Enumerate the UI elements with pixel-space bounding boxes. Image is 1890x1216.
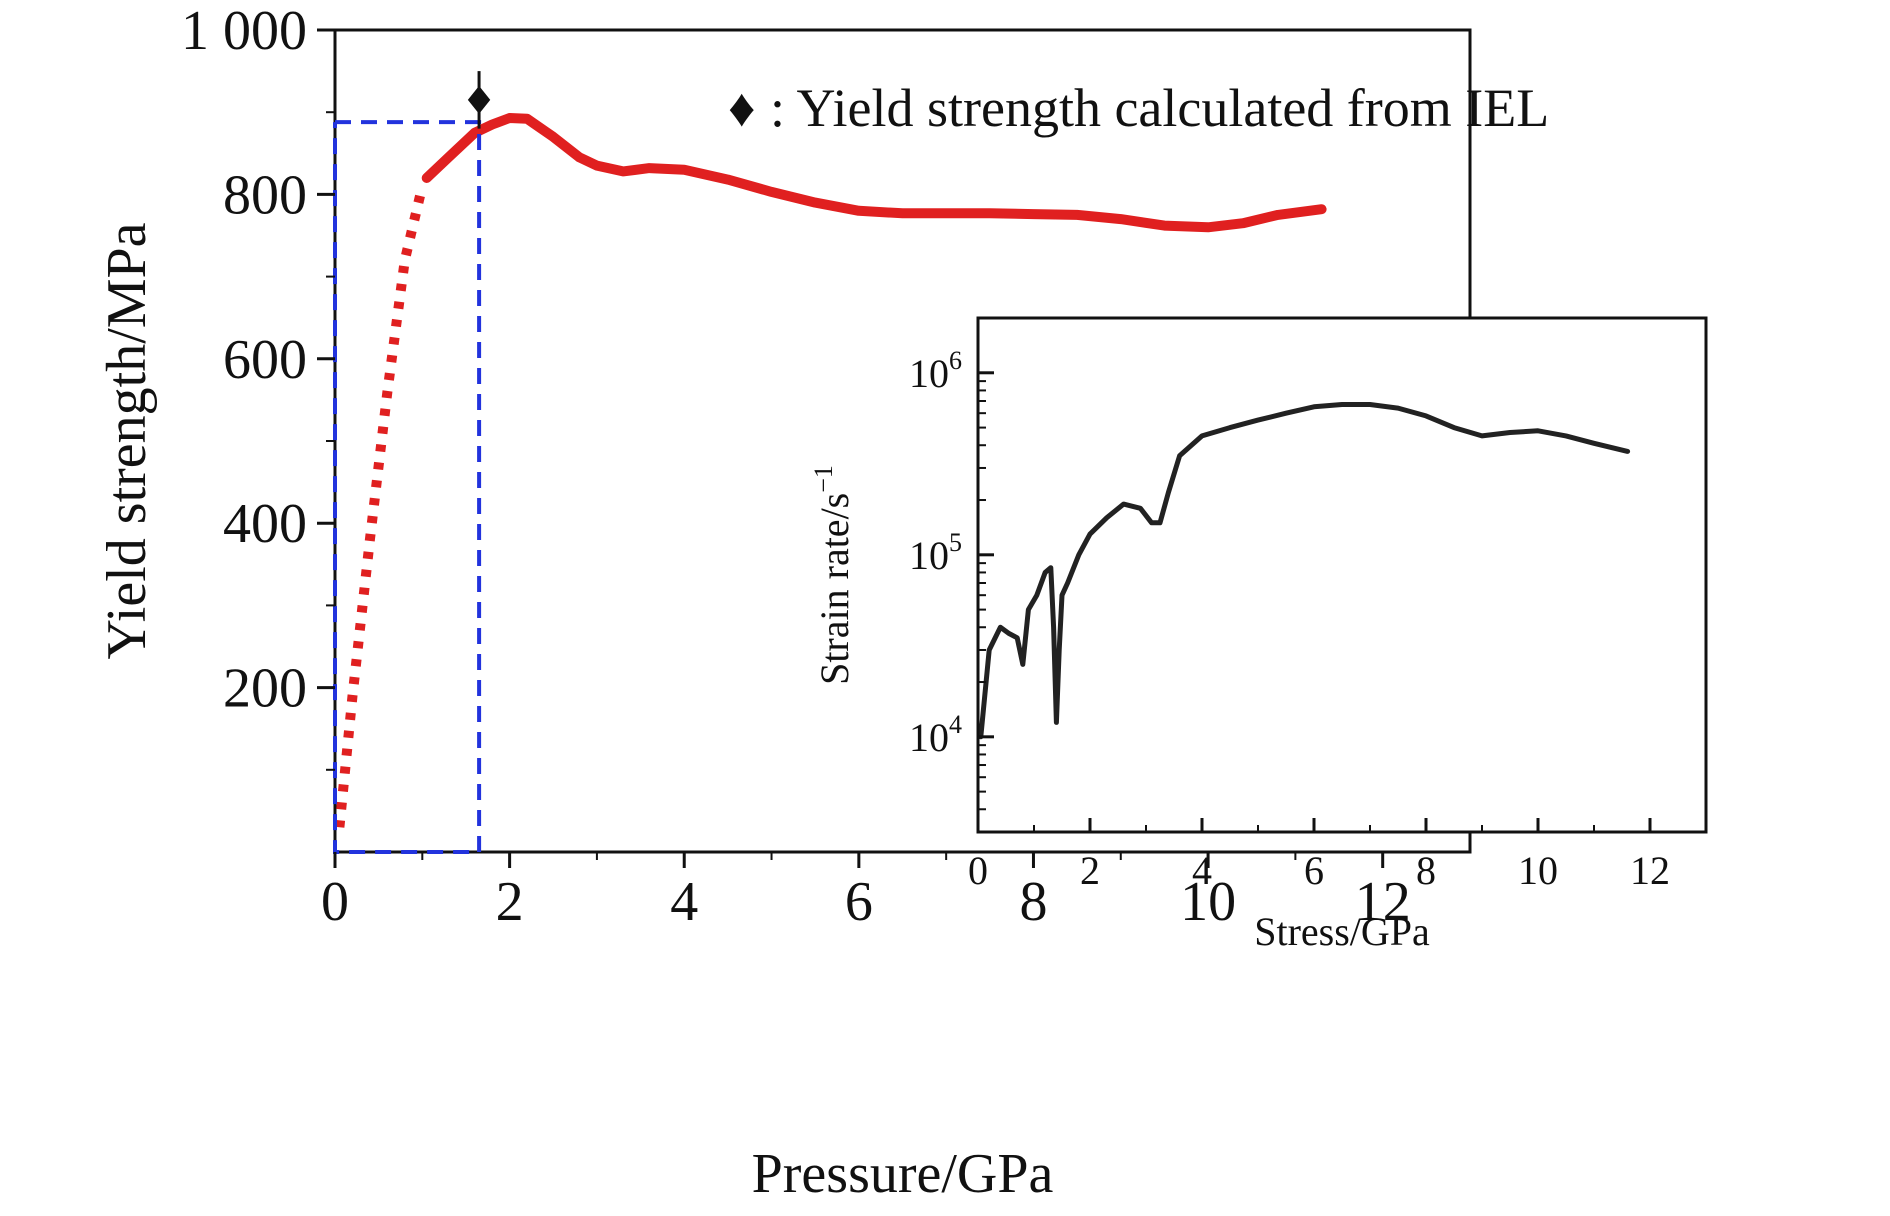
series-line-dotted xyxy=(334,185,428,828)
legend: ♦ : Yield strength calculated from IEL xyxy=(728,78,1549,138)
main-points-group xyxy=(467,71,491,129)
main-x-tick-label: 4 xyxy=(670,871,698,933)
inset-plot-frame xyxy=(976,316,1708,834)
series-line-solid xyxy=(421,113,1327,233)
legend-marker: ♦ xyxy=(728,78,756,138)
main-y-tick-label: 200 xyxy=(223,658,307,720)
legend-entry-text: : Yield strength calculated from IEL xyxy=(770,78,1549,138)
inset-y-axis-label-superscript: −1 xyxy=(809,465,838,493)
inset-x-tick-label: 8 xyxy=(1416,848,1436,893)
inset-y-axis-label: Strain rate/s−1 xyxy=(809,465,857,685)
inset-x-tick-label: 2 xyxy=(1080,848,1100,893)
main-x-tick-label: 8 xyxy=(1019,871,1047,933)
main-chart: 0 2 4 6 8 10 12 200 400 600 800 1 000 Pressure/GPa… xyxy=(96,0,1549,1205)
main-y-tick-label: 400 xyxy=(223,493,307,555)
inset-background xyxy=(978,318,1706,832)
inset-y-tick-label: 105 xyxy=(909,528,962,578)
main-x-tick-label: 12 xyxy=(1355,871,1411,933)
yield-point-diamond xyxy=(467,85,491,114)
inset-series-group xyxy=(978,402,1631,740)
main-y-tick-label: 1 000 xyxy=(181,0,307,62)
inset-x-ticks: 0 2 4 6 8 10 12 xyxy=(968,818,1670,893)
inset-x-tick-label: 4 xyxy=(1192,848,1212,893)
main-y-axis-label: Yield strength/MPa xyxy=(96,222,158,659)
inset-x-tick-label: 0 xyxy=(968,848,988,893)
inset-series-line xyxy=(978,402,1631,740)
main-x-axis-label: Pressure/GPa xyxy=(752,1143,1054,1205)
main-x-tick-label: 2 xyxy=(496,871,524,933)
inset-y-axis-label-text: Strain rate/s xyxy=(812,493,857,685)
inset-y-tick-label: 104 xyxy=(909,710,962,760)
inset-y-tick-label: 106 xyxy=(909,346,962,396)
main-y-tick-label: 800 xyxy=(223,164,307,226)
inset-y-ticks: 104 105 106 xyxy=(909,346,994,811)
reference-dashed-box xyxy=(333,120,482,854)
main-x-tick-label: 0 xyxy=(321,871,349,933)
main-y-ticks: 200 400 600 800 1 000 xyxy=(181,0,335,771)
main-x-ticks: 0 2 4 6 8 10 12 xyxy=(321,852,1411,933)
inset-x-tick-label: 6 xyxy=(1304,848,1324,893)
main-y-tick-label: 600 xyxy=(223,329,307,391)
main-series-group xyxy=(333,113,1327,854)
inset-x-tick-label: 10 xyxy=(1518,848,1558,893)
inset-x-axis-label: Stress/GPa xyxy=(1254,909,1430,954)
main-x-tick-label: 10 xyxy=(1180,871,1236,933)
inset-x-tick-label: 12 xyxy=(1630,848,1670,893)
main-x-tick-label: 6 xyxy=(845,871,873,933)
